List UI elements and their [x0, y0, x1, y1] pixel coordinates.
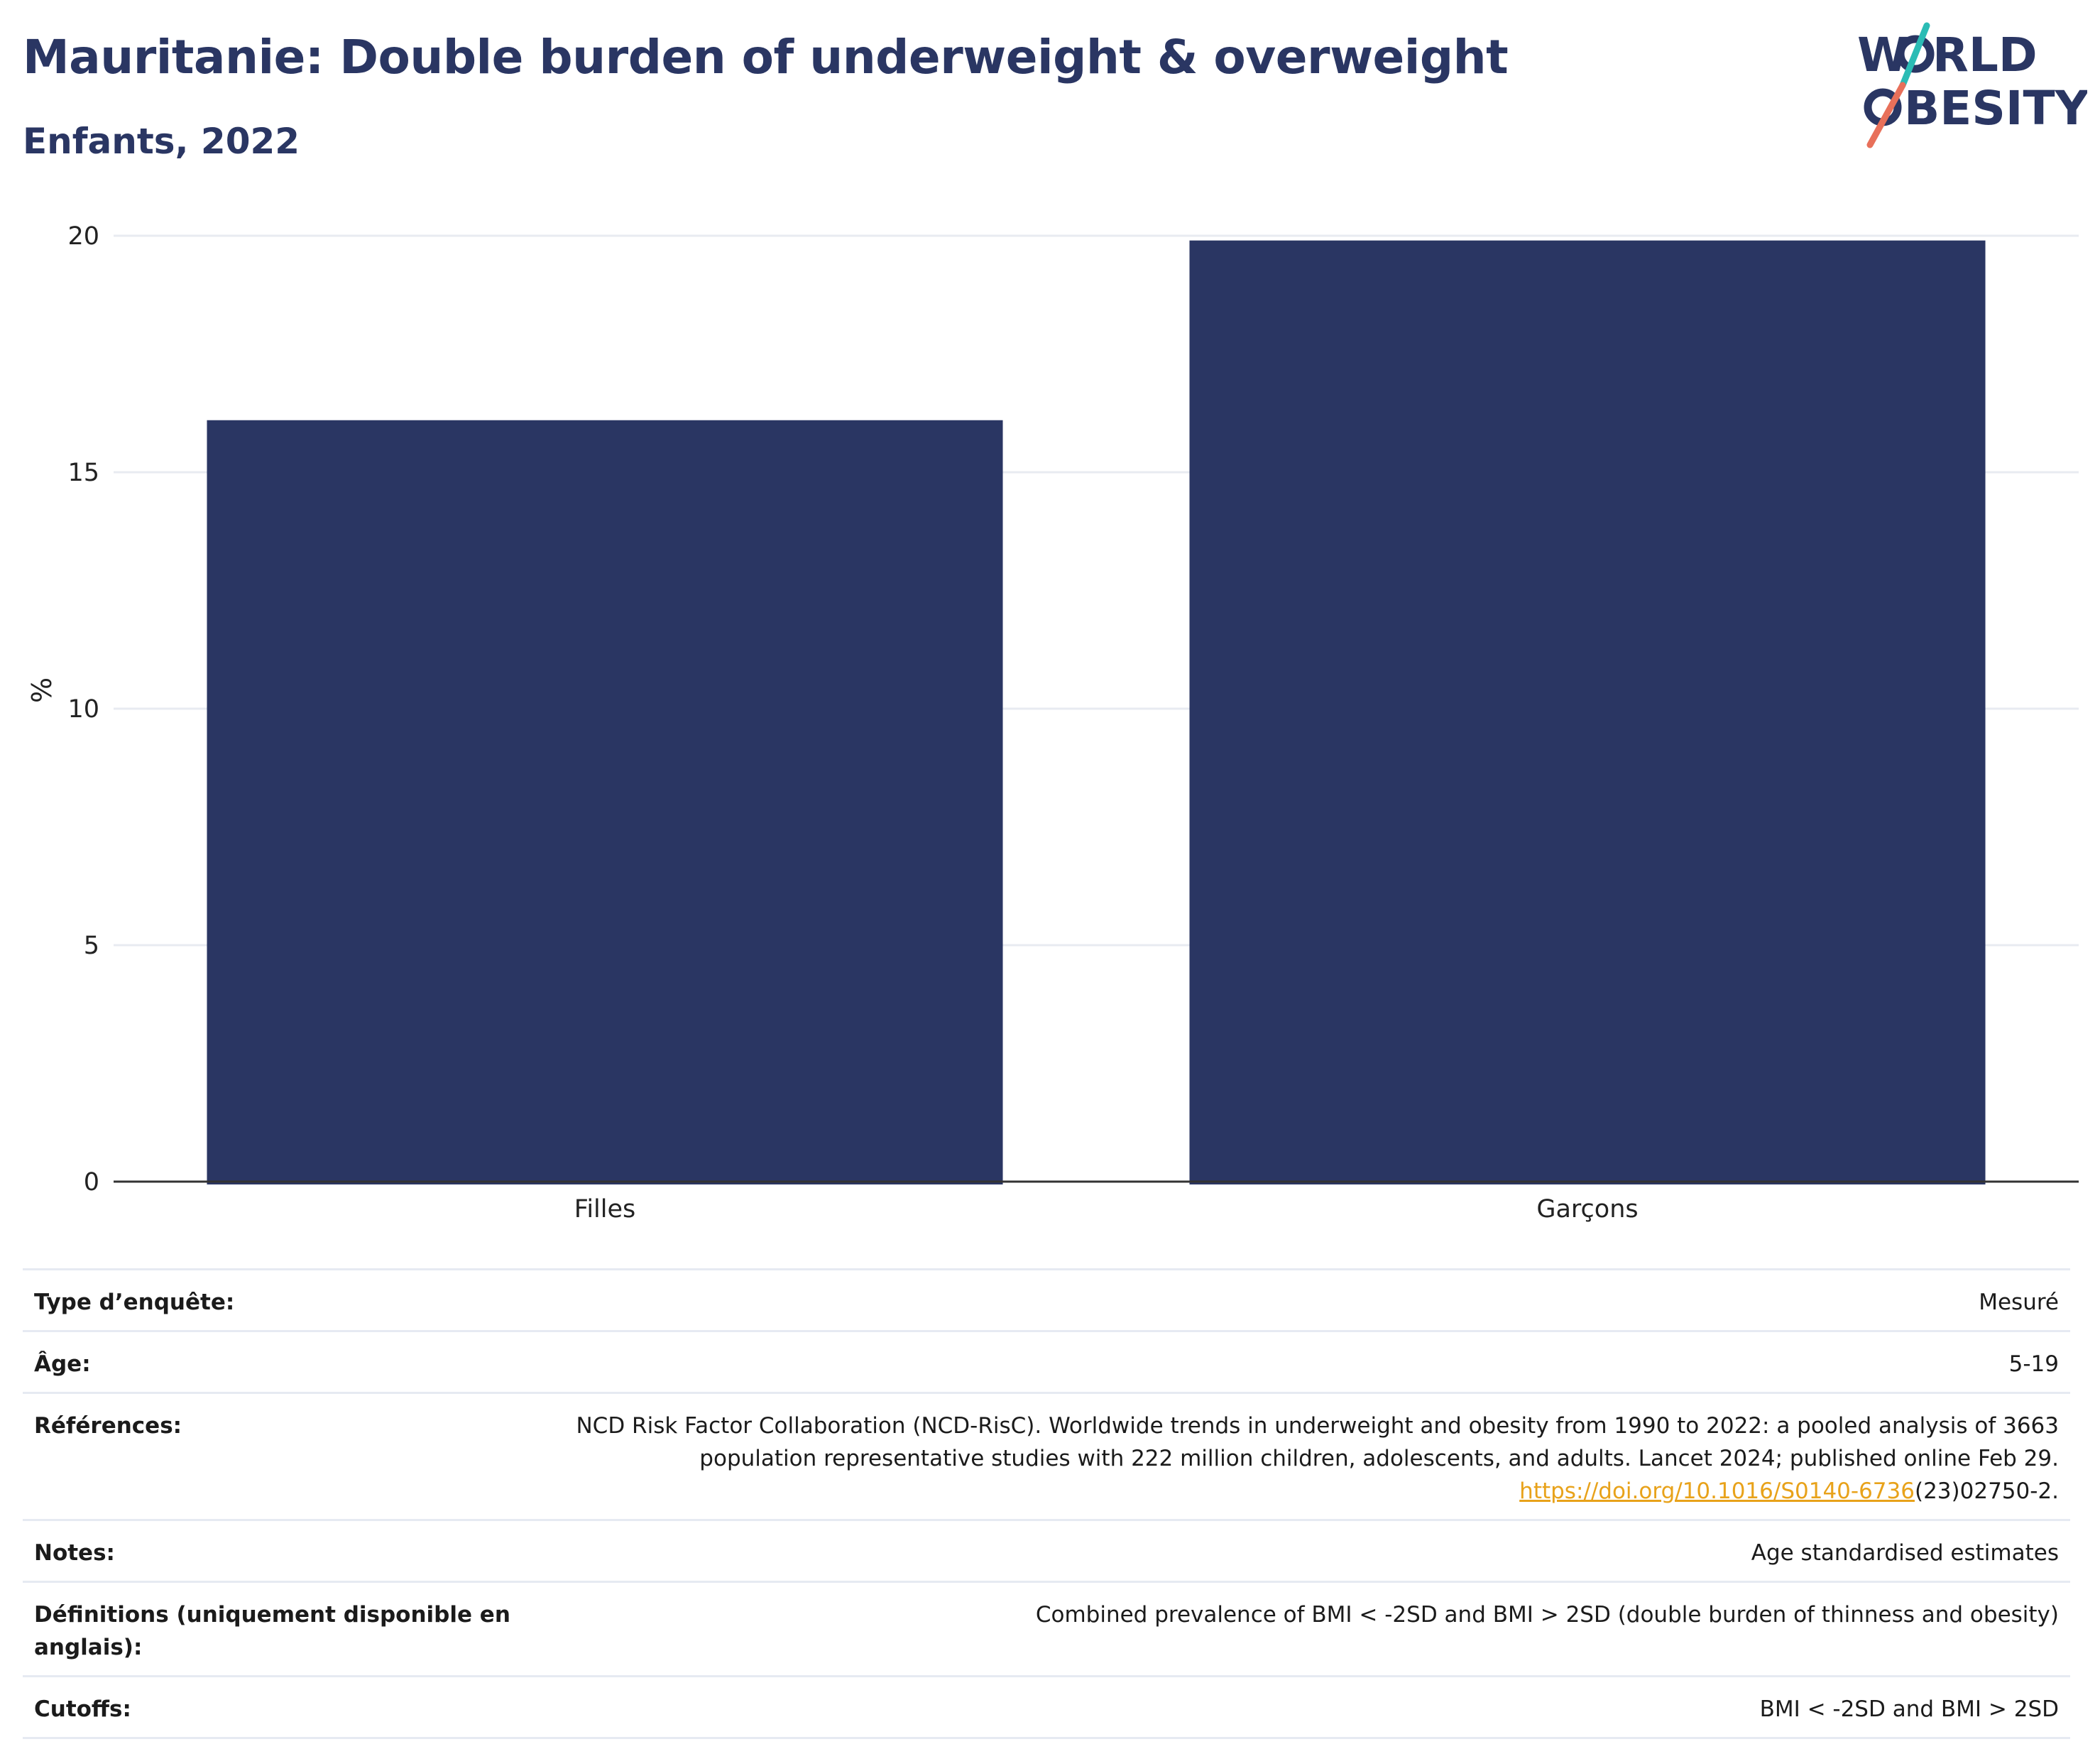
bar-1: [1189, 240, 1986, 1184]
x-tick-label: Garçons: [1536, 1195, 1638, 1224]
doi-link[interactable]: https://doi.org/10.1016/S0140-6736: [1519, 1478, 1915, 1504]
logo-line-2: BESITY: [1904, 81, 2087, 136]
y-tick-label: 10: [67, 695, 99, 724]
info-row-references: Références: NCD Risk Factor Collaboratio…: [23, 1392, 2070, 1520]
reference-suffix: (23)02750-2.: [1914, 1478, 2059, 1504]
logo-slash-top: [1899, 22, 1930, 89]
info-key: Âge:: [23, 1330, 528, 1393]
x-tick-label: Filles: [574, 1195, 636, 1224]
info-row-survey-type: Type d’enquête: Mesuré: [23, 1268, 2070, 1331]
y-tick-label: 5: [84, 932, 99, 960]
logo-o-ring: [1896, 35, 1935, 73]
info-row-definitions: Définitions (uniquement disponible en an…: [23, 1581, 2070, 1677]
x-tick-labels: Filles Garçons: [574, 1195, 1639, 1224]
world-obesity-logo: W RLD BESITY: [1857, 22, 2087, 148]
bar-chart: 0 5 10 15 20 Filles Garçons %: [26, 222, 2079, 1224]
info-value: Mesuré: [528, 1268, 2070, 1331]
info-key: Références:: [23, 1392, 528, 1520]
y-axis-title: %: [26, 677, 58, 703]
info-value: 5-19: [528, 1330, 2070, 1393]
info-value: Combined prevalence of BMI < -2SD and BM…: [528, 1581, 2070, 1677]
chart-title: Mauritanie: Double burden of underweight…: [23, 30, 1509, 85]
bar-0: [207, 420, 1003, 1184]
logo-slash-bottom: [1866, 82, 1906, 148]
y-tick-labels: 0 5 10 15 20: [67, 222, 99, 1197]
y-tick-label: 20: [67, 222, 99, 251]
info-table: Type d’enquête: Mesuré Âge: 5-19 Référen…: [23, 1268, 2070, 1739]
info-key: Type d’enquête:: [23, 1268, 528, 1331]
logo-line-1-rld: RLD: [1932, 28, 2038, 82]
info-row-cutoffs: Cutoffs: BMI < -2SD and BMI > 2SD: [23, 1675, 2070, 1739]
bars: [207, 240, 1986, 1184]
info-key: Notes:: [23, 1519, 528, 1582]
info-row-notes: Notes: Age standardised estimates: [23, 1519, 2070, 1582]
chart-subtitle: Enfants, 2022: [23, 121, 300, 162]
y-tick-label: 0: [84, 1168, 99, 1197]
info-value: NCD Risk Factor Collaboration (NCD-RisC)…: [528, 1392, 2070, 1520]
info-key: Définitions (uniquement disponible en an…: [23, 1581, 528, 1677]
reference-text: NCD Risk Factor Collaboration (NCD-RisC)…: [576, 1413, 2059, 1471]
info-value: BMI < -2SD and BMI > 2SD: [528, 1675, 2070, 1739]
info-row-age: Âge: 5-19: [23, 1330, 2070, 1393]
y-tick-label: 15: [67, 459, 99, 487]
info-value: Age standardised estimates: [528, 1519, 2070, 1582]
info-key: Cutoffs:: [23, 1675, 528, 1739]
